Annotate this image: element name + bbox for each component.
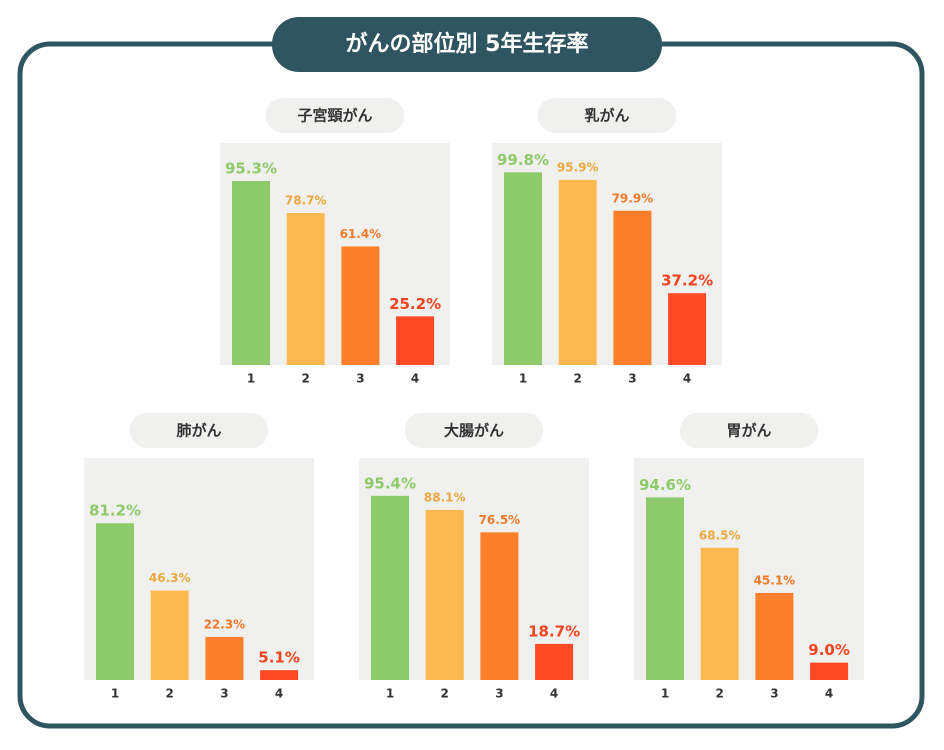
x-tick-label: 4 <box>550 687 558 701</box>
value-label: 95.9% <box>557 160 599 174</box>
value-label: 5.1% <box>258 649 300 667</box>
bar <box>96 523 134 680</box>
x-tick-label: 1 <box>661 687 669 701</box>
bar <box>260 670 299 680</box>
x-tick-label: 1 <box>111 687 119 701</box>
bar <box>480 532 519 680</box>
x-tick-label: 1 <box>247 372 255 386</box>
x-tick-label: 4 <box>411 372 419 386</box>
chart-title-pill <box>680 413 818 448</box>
x-tick-label: 3 <box>628 372 636 386</box>
chart-title-pill <box>538 98 676 133</box>
bar <box>558 179 597 365</box>
bar <box>150 590 189 680</box>
chart-title: 肺がん <box>176 422 221 440</box>
bar <box>755 592 794 680</box>
value-label: 88.1% <box>424 490 466 504</box>
value-label: 68.5% <box>699 528 741 542</box>
bar <box>535 643 574 680</box>
chart-title: 胃がん <box>726 422 771 440</box>
bar <box>205 636 244 680</box>
x-tick-label: 3 <box>220 687 228 701</box>
bar <box>232 181 270 365</box>
title-pill <box>272 17 662 72</box>
chart-title-pill <box>130 413 268 448</box>
value-label: 25.2% <box>389 295 441 313</box>
x-tick-label: 2 <box>716 687 724 701</box>
bar <box>668 293 707 365</box>
value-label: 99.8% <box>497 151 549 169</box>
value-label: 18.7% <box>528 622 580 640</box>
bar <box>371 495 409 680</box>
bar <box>286 213 325 365</box>
bar <box>504 172 542 365</box>
bar <box>700 547 739 680</box>
value-label: 37.2% <box>661 272 713 290</box>
x-tick-label: 3 <box>495 687 503 701</box>
x-tick-label: 3 <box>770 687 778 701</box>
bar <box>646 497 684 680</box>
x-tick-label: 4 <box>825 687 833 701</box>
value-label: 94.6% <box>639 476 691 494</box>
value-label: 79.9% <box>612 191 654 205</box>
value-label: 46.3% <box>149 571 191 585</box>
value-label: 9.0% <box>808 641 850 659</box>
value-label: 22.3% <box>204 617 246 631</box>
x-tick-label: 2 <box>302 372 310 386</box>
value-label: 95.4% <box>364 474 416 492</box>
value-label: 61.4% <box>340 227 382 241</box>
x-tick-label: 4 <box>275 687 283 701</box>
x-tick-label: 2 <box>441 687 449 701</box>
x-tick-label: 4 <box>683 372 691 386</box>
page-title: がんの部位別 5年生存率 <box>346 31 589 57</box>
x-tick-label: 2 <box>166 687 174 701</box>
bar <box>810 662 849 680</box>
x-tick-label: 3 <box>356 372 364 386</box>
bar <box>613 210 652 365</box>
chart-title-pill <box>405 413 543 448</box>
value-label: 78.7% <box>285 194 327 208</box>
chart-title: 乳がん <box>584 107 629 125</box>
value-label: 76.5% <box>479 513 521 527</box>
chart-title: 大腸がん <box>444 422 504 440</box>
bar <box>396 316 435 365</box>
value-label: 81.2% <box>89 502 141 520</box>
x-tick-label: 1 <box>386 687 394 701</box>
chart-title-pill <box>266 98 404 133</box>
chart-title: 子宮頸がん <box>297 107 372 125</box>
x-tick-label: 1 <box>519 372 527 386</box>
value-label: 45.1% <box>754 573 796 587</box>
value-label: 95.3% <box>225 160 277 178</box>
bar <box>425 509 464 680</box>
x-tick-label: 2 <box>574 372 582 386</box>
bar <box>341 246 380 365</box>
